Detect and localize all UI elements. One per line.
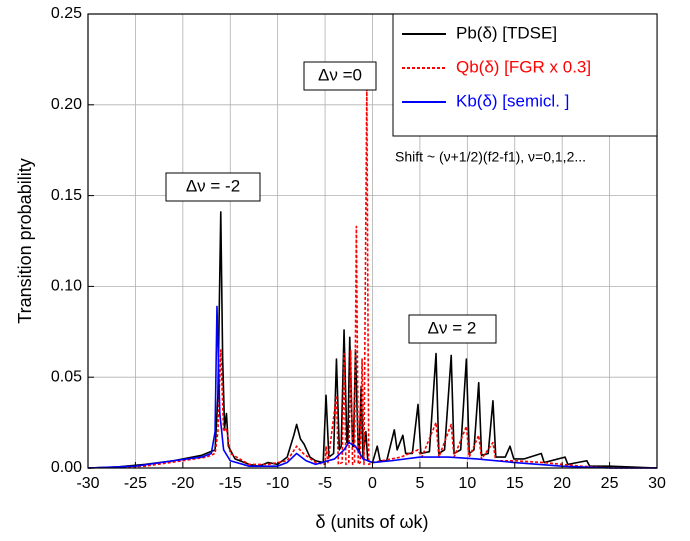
series-line [87, 85, 657, 469]
annotation: Δν = 2 [428, 318, 477, 337]
legend: Pb(δ) [TDSE] Qb(δ) [FGR x 0.3] Kb(δ) [semi… [402, 23, 591, 110]
legend-label: Kb(δ) [semicl. ] [456, 91, 569, 110]
legend-label: Pb(δ) [TDSE] [456, 23, 557, 42]
x-tick-label: 0 [368, 475, 377, 492]
x-tick-label: -25 [124, 475, 147, 492]
lines [87, 85, 658, 469]
x-tick-label: -10 [266, 475, 289, 492]
x-tick-label: -20 [171, 475, 194, 492]
annotation-box [165, 172, 261, 202]
x-tick-label: 15 [506, 475, 524, 492]
annotation-box [408, 314, 497, 344]
x-axis-label: δ (units of ωk) [315, 512, 428, 532]
y-tick-label: 0.05 [51, 368, 82, 385]
annotation: Δν =0 [318, 65, 362, 84]
x-tick-label: 5 [415, 475, 424, 492]
x-tick-label: 25 [601, 475, 619, 492]
x-tick-label: -5 [318, 475, 332, 492]
series-line [87, 211, 658, 469]
x-tick-label: -15 [219, 475, 242, 492]
y-axis-label: Transition probability [15, 158, 35, 323]
y-tick-label: 0.20 [51, 96, 82, 113]
annotation: Shift ~ (ν+1/2)(f2-f1), ν=0,1,2... [395, 149, 586, 165]
annotation-box [303, 61, 377, 91]
series-line [87, 305, 657, 469]
y-tick-label: 0.00 [51, 459, 82, 476]
annotation: Δν = -2 [186, 176, 240, 195]
x-tick-label: -30 [76, 475, 99, 492]
x-tick-label: 20 [553, 475, 571, 492]
y-tick-label: 0.15 [51, 187, 82, 204]
y-tick-label: 0.25 [51, 5, 82, 22]
legend-label: Qb(δ) [FGR x 0.3] [456, 57, 591, 76]
y-tick-label: 0.10 [51, 278, 82, 295]
x-tick-label: 10 [458, 475, 476, 492]
x-tick-label: 30 [648, 475, 666, 492]
